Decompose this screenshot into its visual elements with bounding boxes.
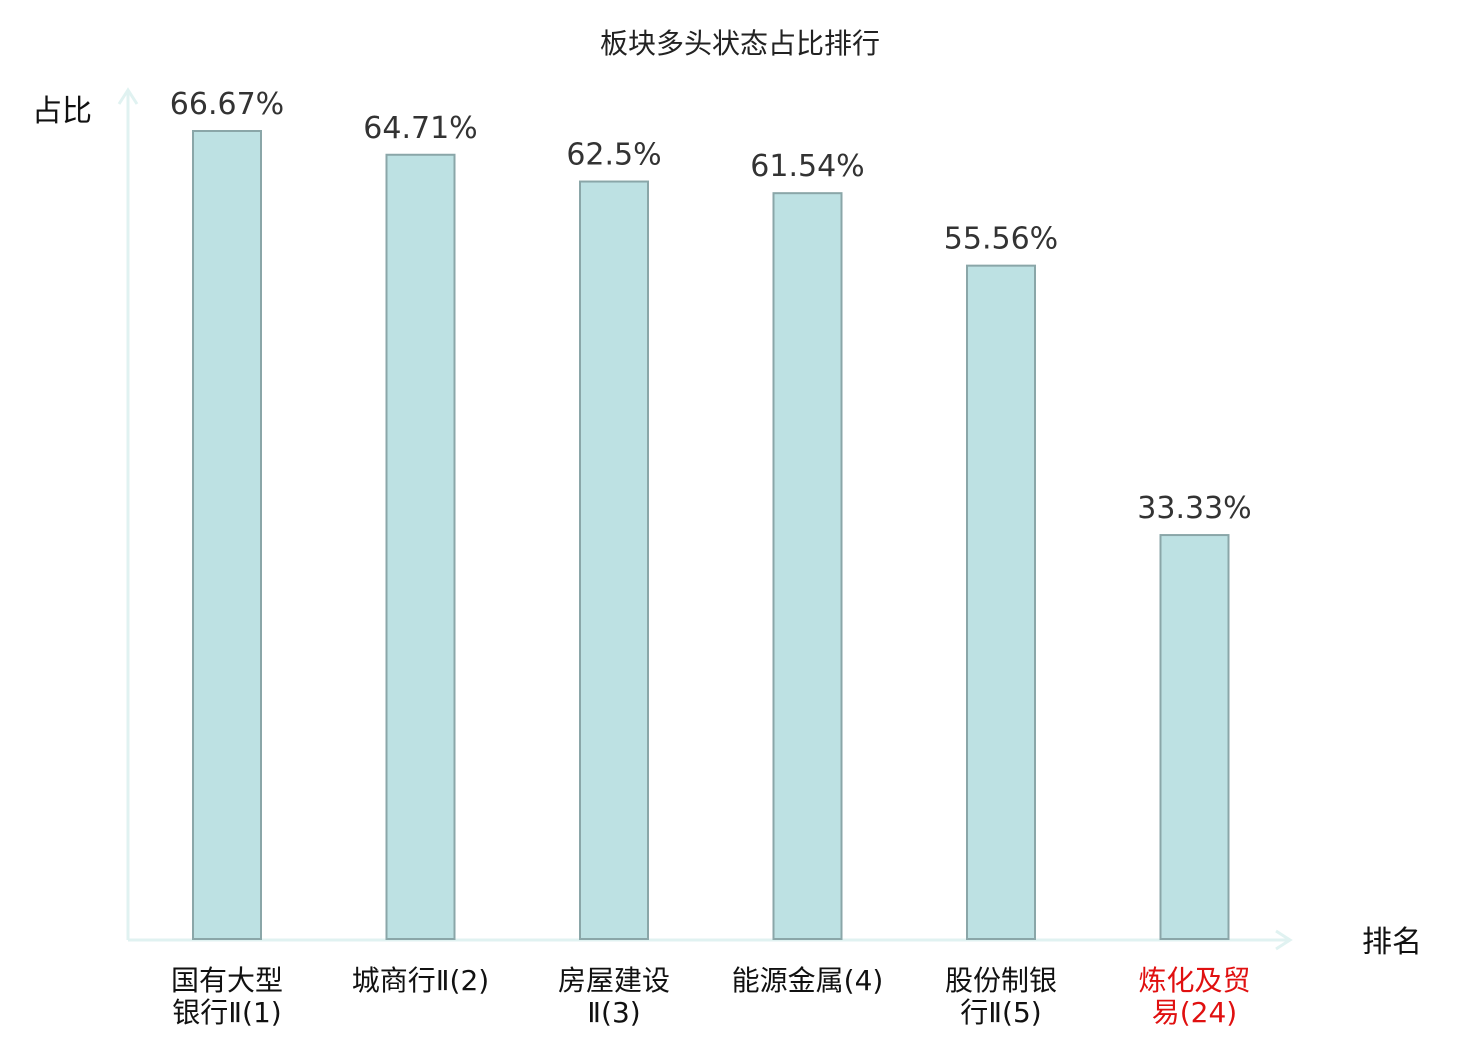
value-labels-group: 66.67% 64.71% 62.5% 61.54% 55.56% 33.33% (170, 87, 1252, 526)
bar (192, 130, 262, 940)
chart-title: 板块多头状态占比排行 (599, 27, 880, 60)
category-label-line1: 房屋建设 (557, 964, 670, 997)
y-axis-label: 占比 (32, 94, 92, 129)
category-label: 城商行Ⅱ(2) (326, 965, 516, 997)
value-label: 66.67% (170, 87, 284, 122)
bar (579, 180, 649, 940)
bar (772, 192, 843, 940)
value-label: 62.5% (566, 138, 661, 173)
bar (385, 153, 456, 940)
bar (1159, 534, 1230, 940)
category-label-line1: 国有大型 (170, 964, 283, 997)
y-axis-arrow (117, 87, 139, 105)
category-label-line1: 股份制银 (944, 964, 1057, 997)
category-label-line1: 炼化及贸 (1138, 964, 1251, 997)
value-label: 55.56% (944, 222, 1058, 257)
category-label-line1: 城商行Ⅱ(2) (351, 964, 490, 997)
value-label: 61.54% (750, 149, 864, 184)
category-label: 股份制银 行Ⅱ(5) (906, 965, 1096, 1029)
category-label-line1: 能源金属(4) (731, 964, 884, 997)
value-label: 64.71% (363, 111, 477, 146)
axes (117, 87, 1293, 951)
category-label-line2: Ⅱ(3) (587, 996, 641, 1029)
category-label: 房屋建设 Ⅱ(3) (519, 965, 709, 1029)
category-label: 炼化及贸 易(24) (1100, 965, 1290, 1029)
x-axis-arrow (1275, 929, 1293, 951)
bars-group (192, 130, 1230, 940)
category-label-line2: 易(24) (1151, 996, 1238, 1029)
x-axis-label: 排名 (1362, 925, 1422, 960)
bar (966, 264, 1036, 940)
category-label-line2: 银行Ⅱ(1) (172, 996, 282, 1029)
category-label: 能源金属(4) (713, 965, 903, 997)
value-label: 33.33% (1137, 491, 1251, 526)
category-label-line2: 行Ⅱ(5) (960, 996, 1042, 1029)
category-label: 国有大型 银行Ⅱ(1) (132, 965, 322, 1029)
